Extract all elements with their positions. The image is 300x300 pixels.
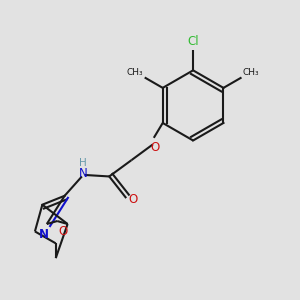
Text: H: H (80, 158, 87, 167)
Text: N: N (39, 228, 49, 241)
Text: N: N (79, 167, 88, 180)
Text: O: O (59, 226, 68, 238)
Text: O: O (128, 193, 138, 206)
Text: CH₃: CH₃ (243, 68, 260, 76)
Text: Cl: Cl (187, 35, 199, 48)
Text: O: O (151, 141, 160, 154)
Text: CH₃: CH₃ (127, 68, 143, 76)
